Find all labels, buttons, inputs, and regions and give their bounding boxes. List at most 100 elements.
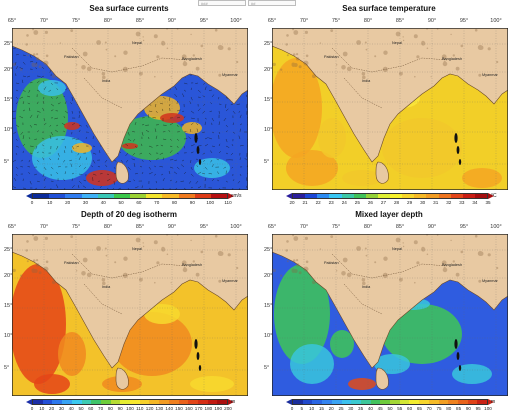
colorbar-swatch xyxy=(409,400,419,404)
colorbar-tick-label: 34 xyxy=(472,200,477,205)
place-label: Bangladesh xyxy=(182,57,202,61)
colorbar-swatch xyxy=(62,400,72,404)
colorbar-swatch xyxy=(162,194,178,198)
place-label: Bangladesh xyxy=(182,263,202,267)
colorbar-swatch xyxy=(463,194,475,198)
colorbar-swatch xyxy=(361,400,371,404)
andaman-island xyxy=(454,133,457,143)
colorbar-swatch xyxy=(149,400,159,404)
colorbar-tick-label: 120 xyxy=(146,406,154,411)
colorbar-tick-label: 10 xyxy=(39,406,44,411)
colorbar-swatch xyxy=(439,400,449,404)
place-label: Pakistan xyxy=(324,55,339,59)
ocean-feature xyxy=(182,122,202,134)
colorbar-tick-label: 20 xyxy=(289,200,294,205)
place-label: India xyxy=(102,79,111,83)
longitude-label: 100° xyxy=(490,224,501,230)
colorbar-tick-label: 80 xyxy=(108,406,113,411)
colorbar-swatch xyxy=(477,400,487,404)
longitude-label: 85° xyxy=(396,18,404,24)
colorbar-tick-label: 28 xyxy=(394,200,399,205)
colorbar-tick-label: 50 xyxy=(387,406,392,411)
colorbar-swatch xyxy=(82,400,92,404)
colorbar-tick-label: 15 xyxy=(319,406,324,411)
andaman-island xyxy=(457,352,460,360)
longitude-label: 90° xyxy=(428,18,436,24)
colorbar-swatch xyxy=(188,400,198,404)
colorbar-tick-label: 30 xyxy=(420,200,425,205)
colorbar-tick-label: 27 xyxy=(381,200,386,205)
longitude-label: 95° xyxy=(460,18,468,24)
colorbar-tick-label: 35 xyxy=(485,200,490,205)
colorbar-swatch xyxy=(475,194,487,198)
place-label: India xyxy=(362,285,371,289)
colorbar-tick-label: 90 xyxy=(190,200,195,205)
longitude-label: 90° xyxy=(168,18,176,24)
andaman-island xyxy=(197,352,200,360)
colorbar-swatch xyxy=(317,194,329,198)
longitude-label: 75° xyxy=(72,18,80,24)
colorbar-tick-label: 80 xyxy=(172,200,177,205)
colorbar-swatch xyxy=(312,400,322,404)
colorbar-swatch xyxy=(332,400,342,404)
colorbar-swatch xyxy=(140,400,150,404)
andaman-island xyxy=(194,133,197,143)
colorbar-swatch xyxy=(458,400,468,404)
place-label: India xyxy=(362,79,371,83)
ocean-feature xyxy=(58,332,86,376)
ocean-feature xyxy=(348,378,376,390)
colorbar-tick-label: 10 xyxy=(47,200,52,205)
colorbar-swatch xyxy=(351,400,361,404)
place-label: Pakistan xyxy=(324,261,339,265)
ocean-feature xyxy=(330,330,354,358)
longitude-label: 80° xyxy=(364,224,372,230)
colorbar-swatch xyxy=(33,400,43,404)
colorbar-swatch xyxy=(208,400,218,404)
colorbar-tick-label: 25 xyxy=(338,406,343,411)
colorbar-swatch xyxy=(43,400,53,404)
place-label: Myanmar xyxy=(222,279,239,283)
latitude-label: 5° xyxy=(4,365,9,371)
ocean-feature xyxy=(64,122,80,130)
colorbar-tick-label: 90 xyxy=(118,406,123,411)
colorbar-tick-label: 30 xyxy=(348,406,353,411)
place-label: Myanmar xyxy=(482,73,499,77)
panel-title: Sea surface currents xyxy=(4,4,254,13)
ocean-feature xyxy=(318,118,346,158)
longitude-label: 75° xyxy=(332,224,340,230)
colorbar-swatch xyxy=(130,194,146,198)
longitude-label: 80° xyxy=(104,18,112,24)
colorbar-tick-label: 10 xyxy=(309,406,314,411)
longitude-label: 70° xyxy=(40,18,48,24)
colorbar-tick-label: 21 xyxy=(303,200,308,205)
colorbar-swatch xyxy=(468,400,478,404)
colorbar-swatch xyxy=(293,400,303,404)
colorbar-tick-label: 24 xyxy=(342,200,347,205)
colorbar-tick-label: 40 xyxy=(101,200,106,205)
colorbar-swatch xyxy=(390,400,400,404)
colorbar-swatch xyxy=(195,194,211,198)
colorbar-tick-label: 100 xyxy=(206,200,214,205)
ocean-feature xyxy=(122,143,138,149)
panel-sea-surface-temperature: Sea surface temperature 65°70°75°80°85°9… xyxy=(264,4,514,204)
colorbar-tick-label: 25 xyxy=(355,200,360,205)
longitude-label: 95° xyxy=(200,18,208,24)
andaman-island xyxy=(457,146,460,154)
place-label: Myanmar xyxy=(482,279,499,283)
colorbar-swatch xyxy=(414,194,426,198)
colorbar-swatch xyxy=(366,194,378,198)
andaman-island xyxy=(194,339,197,349)
colorbar-tick-label: 110 xyxy=(224,200,231,205)
colorbar xyxy=(292,193,488,199)
place-label: Nepal xyxy=(392,247,402,251)
colorbar-tick-label: 160 xyxy=(185,406,193,411)
colorbar-unit: °C xyxy=(491,193,497,199)
colorbar-tick-label: 0 xyxy=(31,200,34,205)
colorbar-swatch xyxy=(65,194,81,198)
colorbar-tick-label: 40 xyxy=(69,406,74,411)
colorbar-swatch xyxy=(159,400,169,404)
longitude-label: 85° xyxy=(136,18,144,24)
